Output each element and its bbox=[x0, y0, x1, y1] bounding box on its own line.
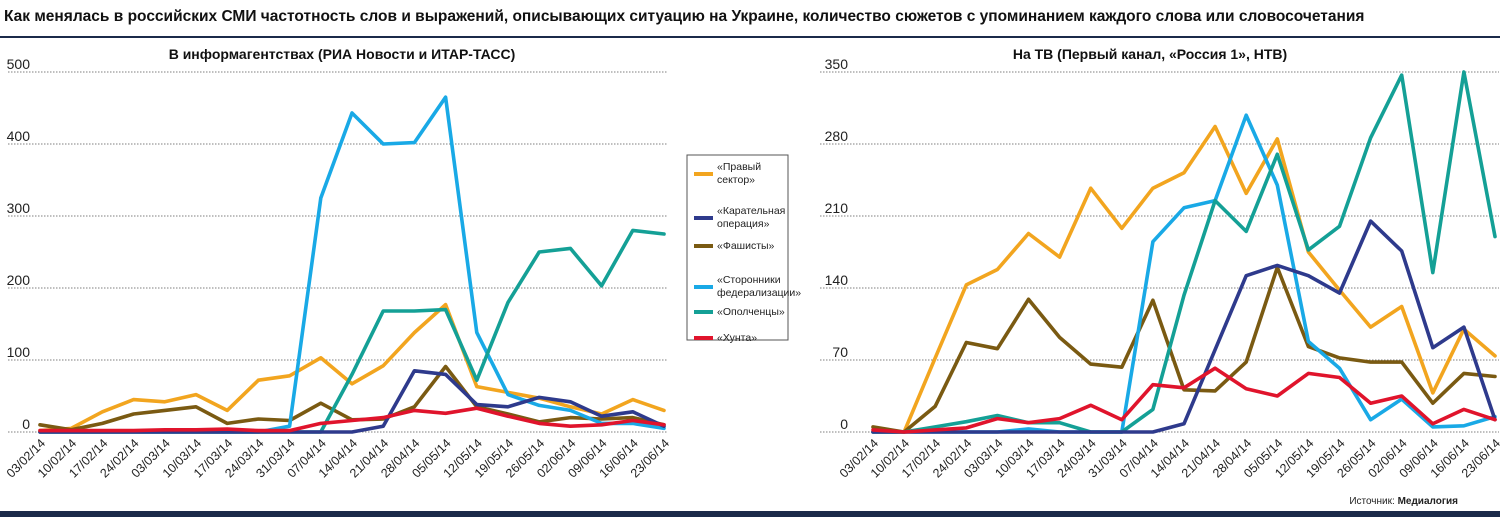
right-chart-title: На ТВ (Первый канал, «Россия 1», НТВ) bbox=[1013, 46, 1287, 62]
bottom-bar bbox=[0, 511, 1500, 517]
right-y-tick-label: 0 bbox=[840, 416, 848, 432]
left-y-tick-label: 500 bbox=[7, 56, 31, 72]
source-label: Источник: bbox=[1349, 496, 1395, 507]
left-y-tick-label: 300 bbox=[7, 200, 31, 216]
legend-label: «Карательная bbox=[717, 205, 785, 217]
left-series-line-pravy-sektor bbox=[38, 302, 666, 433]
title-divider bbox=[0, 36, 1500, 38]
main-title: Как менялась в российских СМИ частотност… bbox=[4, 8, 1365, 25]
legend-label: «Фашисты» bbox=[717, 240, 775, 252]
legend-label: «Сторонники bbox=[717, 274, 781, 286]
source-note: Источник: Медиалогия bbox=[1349, 496, 1458, 507]
right-y-tick-label: 350 bbox=[825, 56, 849, 72]
right-series-line-pravy-sektor bbox=[871, 124, 1497, 434]
legend-label: федерализации» bbox=[717, 287, 801, 299]
right-series-line-karatelnaya bbox=[871, 219, 1497, 434]
left-y-tick-label: 400 bbox=[7, 128, 31, 144]
right-series-line-hunta bbox=[871, 366, 1497, 434]
left-y-tick-label: 200 bbox=[7, 272, 31, 288]
legend-label: «Ополченцы» bbox=[717, 306, 785, 318]
left-y-tick-label: 100 bbox=[7, 344, 31, 360]
chart-right: На ТВ (Первый канал, «Россия 1», НТВ) 0 70… bbox=[820, 46, 1500, 481]
left-series-line-hunta bbox=[38, 406, 666, 433]
right-y-tick-label: 280 bbox=[825, 128, 849, 144]
right-y-tick-label: 140 bbox=[825, 272, 849, 288]
legend-label: сектор» bbox=[717, 174, 755, 186]
legend-label: «Правый bbox=[717, 161, 761, 173]
left-chart-title: В информагентствах (РИА Новости и ИТАР-Т… bbox=[169, 46, 516, 62]
source-value: Медиалогия bbox=[1397, 496, 1458, 507]
legend-label: «Хунта» bbox=[717, 332, 757, 344]
right-series-line-fashisty bbox=[871, 265, 1497, 434]
left-y-tick-label: 0 bbox=[22, 416, 30, 432]
right-series-line-opolchentsy bbox=[871, 70, 1497, 434]
right-y-tick-label: 210 bbox=[825, 200, 849, 216]
chart-left: В информагентствах (РИА Новости и ИТАР-Т… bbox=[4, 46, 672, 481]
right-y-tick-label: 70 bbox=[832, 344, 848, 360]
legend-label: операция» bbox=[717, 218, 770, 230]
